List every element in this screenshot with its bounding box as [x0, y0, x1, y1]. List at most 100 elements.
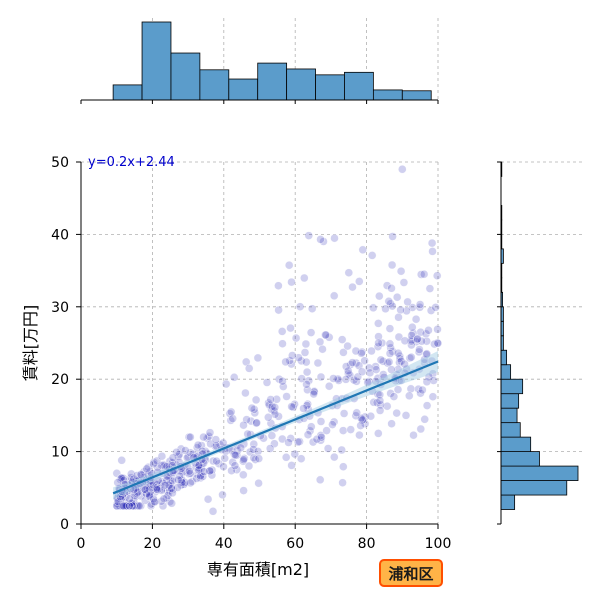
scatter-point — [149, 459, 158, 469]
scatter-point — [214, 459, 224, 468]
scatter-point — [316, 475, 325, 484]
scatter-point — [176, 444, 186, 454]
scatter-point — [194, 465, 203, 475]
y-hist-bar — [500, 364, 512, 380]
scatter-point — [232, 465, 242, 474]
scatter-point — [253, 447, 263, 456]
scatter-point — [116, 492, 125, 502]
scatter-point — [285, 261, 294, 270]
scatter-point — [125, 494, 134, 504]
scatter-point — [394, 365, 403, 374]
scatter-point — [241, 388, 250, 398]
scatter-point — [302, 401, 312, 410]
scatter-point — [262, 378, 272, 387]
scatter-point — [353, 372, 362, 382]
y-hist-bar — [500, 436, 532, 452]
scatter-point — [403, 297, 412, 307]
scatter-point — [203, 495, 213, 504]
scatter-point — [424, 372, 434, 382]
scatter-point — [297, 374, 306, 383]
scatter-point — [270, 403, 279, 412]
scatter-point — [239, 470, 248, 479]
scatter-point — [395, 351, 404, 361]
y-axis-label: 賃料[万円] — [21, 305, 40, 382]
scatter-point — [367, 346, 376, 356]
scatter-point — [157, 477, 167, 486]
scatter-point — [330, 291, 339, 300]
scatter-point — [145, 491, 154, 500]
x-marginal-histogram — [80, 18, 439, 104]
y-tick-label: 10 — [51, 445, 69, 461]
scatter-point — [392, 408, 401, 418]
scatter-point — [247, 403, 257, 413]
scatter-point — [117, 456, 126, 465]
scatter-point — [127, 498, 137, 508]
scatter-point — [177, 478, 187, 487]
scatter-point — [379, 372, 389, 382]
scatter-point — [393, 293, 402, 302]
scatter-point — [266, 444, 275, 453]
main-axes: 0 20 40 60 80 100 0 10 20 30 40 50 — [51, 155, 451, 552]
x-hist-bar — [286, 68, 316, 101]
scatter-point — [328, 420, 337, 429]
scatter-point — [389, 392, 399, 401]
scatter-point — [376, 355, 386, 365]
scatter-point — [152, 485, 161, 494]
scatter-points — [112, 165, 443, 516]
scatter-point — [342, 362, 351, 371]
scatter-point — [338, 335, 347, 344]
scatter-point — [400, 359, 409, 369]
scatter-point — [394, 313, 403, 322]
scatter-point — [293, 437, 303, 447]
scatter-point — [385, 324, 395, 333]
scatter-point — [240, 454, 249, 463]
scatter-point — [180, 478, 190, 487]
scatter-point — [417, 270, 426, 279]
y-hist-bar — [500, 494, 516, 510]
scatter-point — [167, 499, 176, 508]
scatter-point — [357, 367, 367, 376]
scatter-point — [407, 353, 416, 362]
scatter-point — [411, 315, 421, 324]
scatter-point — [218, 490, 227, 499]
x-hist-bar — [199, 69, 230, 101]
scatter-point — [313, 358, 323, 368]
y-tick-label: 40 — [51, 227, 69, 243]
scatter-point — [160, 481, 170, 490]
scatter-point — [330, 452, 339, 462]
scatter-point — [254, 454, 263, 463]
scatter-point — [204, 432, 214, 441]
scatter-point — [290, 400, 299, 409]
scatter-point — [267, 405, 276, 414]
scatter-point — [130, 501, 139, 511]
scatter-point — [398, 165, 407, 174]
scatter-point — [157, 497, 166, 506]
scatter-point — [295, 302, 305, 311]
scatter-point — [315, 337, 325, 347]
scatter-point — [425, 284, 435, 293]
scatter-point — [344, 366, 353, 376]
scatter-point — [285, 356, 294, 365]
scatter-point — [419, 270, 429, 279]
scatter-point — [252, 418, 261, 427]
scatter-point — [368, 251, 377, 260]
y-tick-label: 0 — [60, 517, 69, 533]
scatter-point — [304, 231, 313, 240]
scatter-point — [181, 446, 190, 455]
scatter-point — [319, 237, 328, 246]
scatter-point — [394, 349, 403, 358]
scatter-point — [312, 435, 322, 444]
scatter-point — [414, 347, 424, 357]
x-hist-bar — [170, 52, 201, 101]
scatter-point — [409, 431, 418, 440]
scatter-point — [113, 495, 122, 504]
scatter-point — [433, 339, 443, 348]
scatter-point — [239, 486, 248, 495]
scatter-point — [300, 273, 309, 283]
scatter-point — [341, 375, 351, 384]
scatter-point — [142, 464, 151, 473]
scatter-point — [375, 396, 385, 405]
scatter-point — [251, 455, 260, 464]
scatter-point — [150, 497, 159, 507]
y-marginal-histogram — [497, 161, 582, 525]
